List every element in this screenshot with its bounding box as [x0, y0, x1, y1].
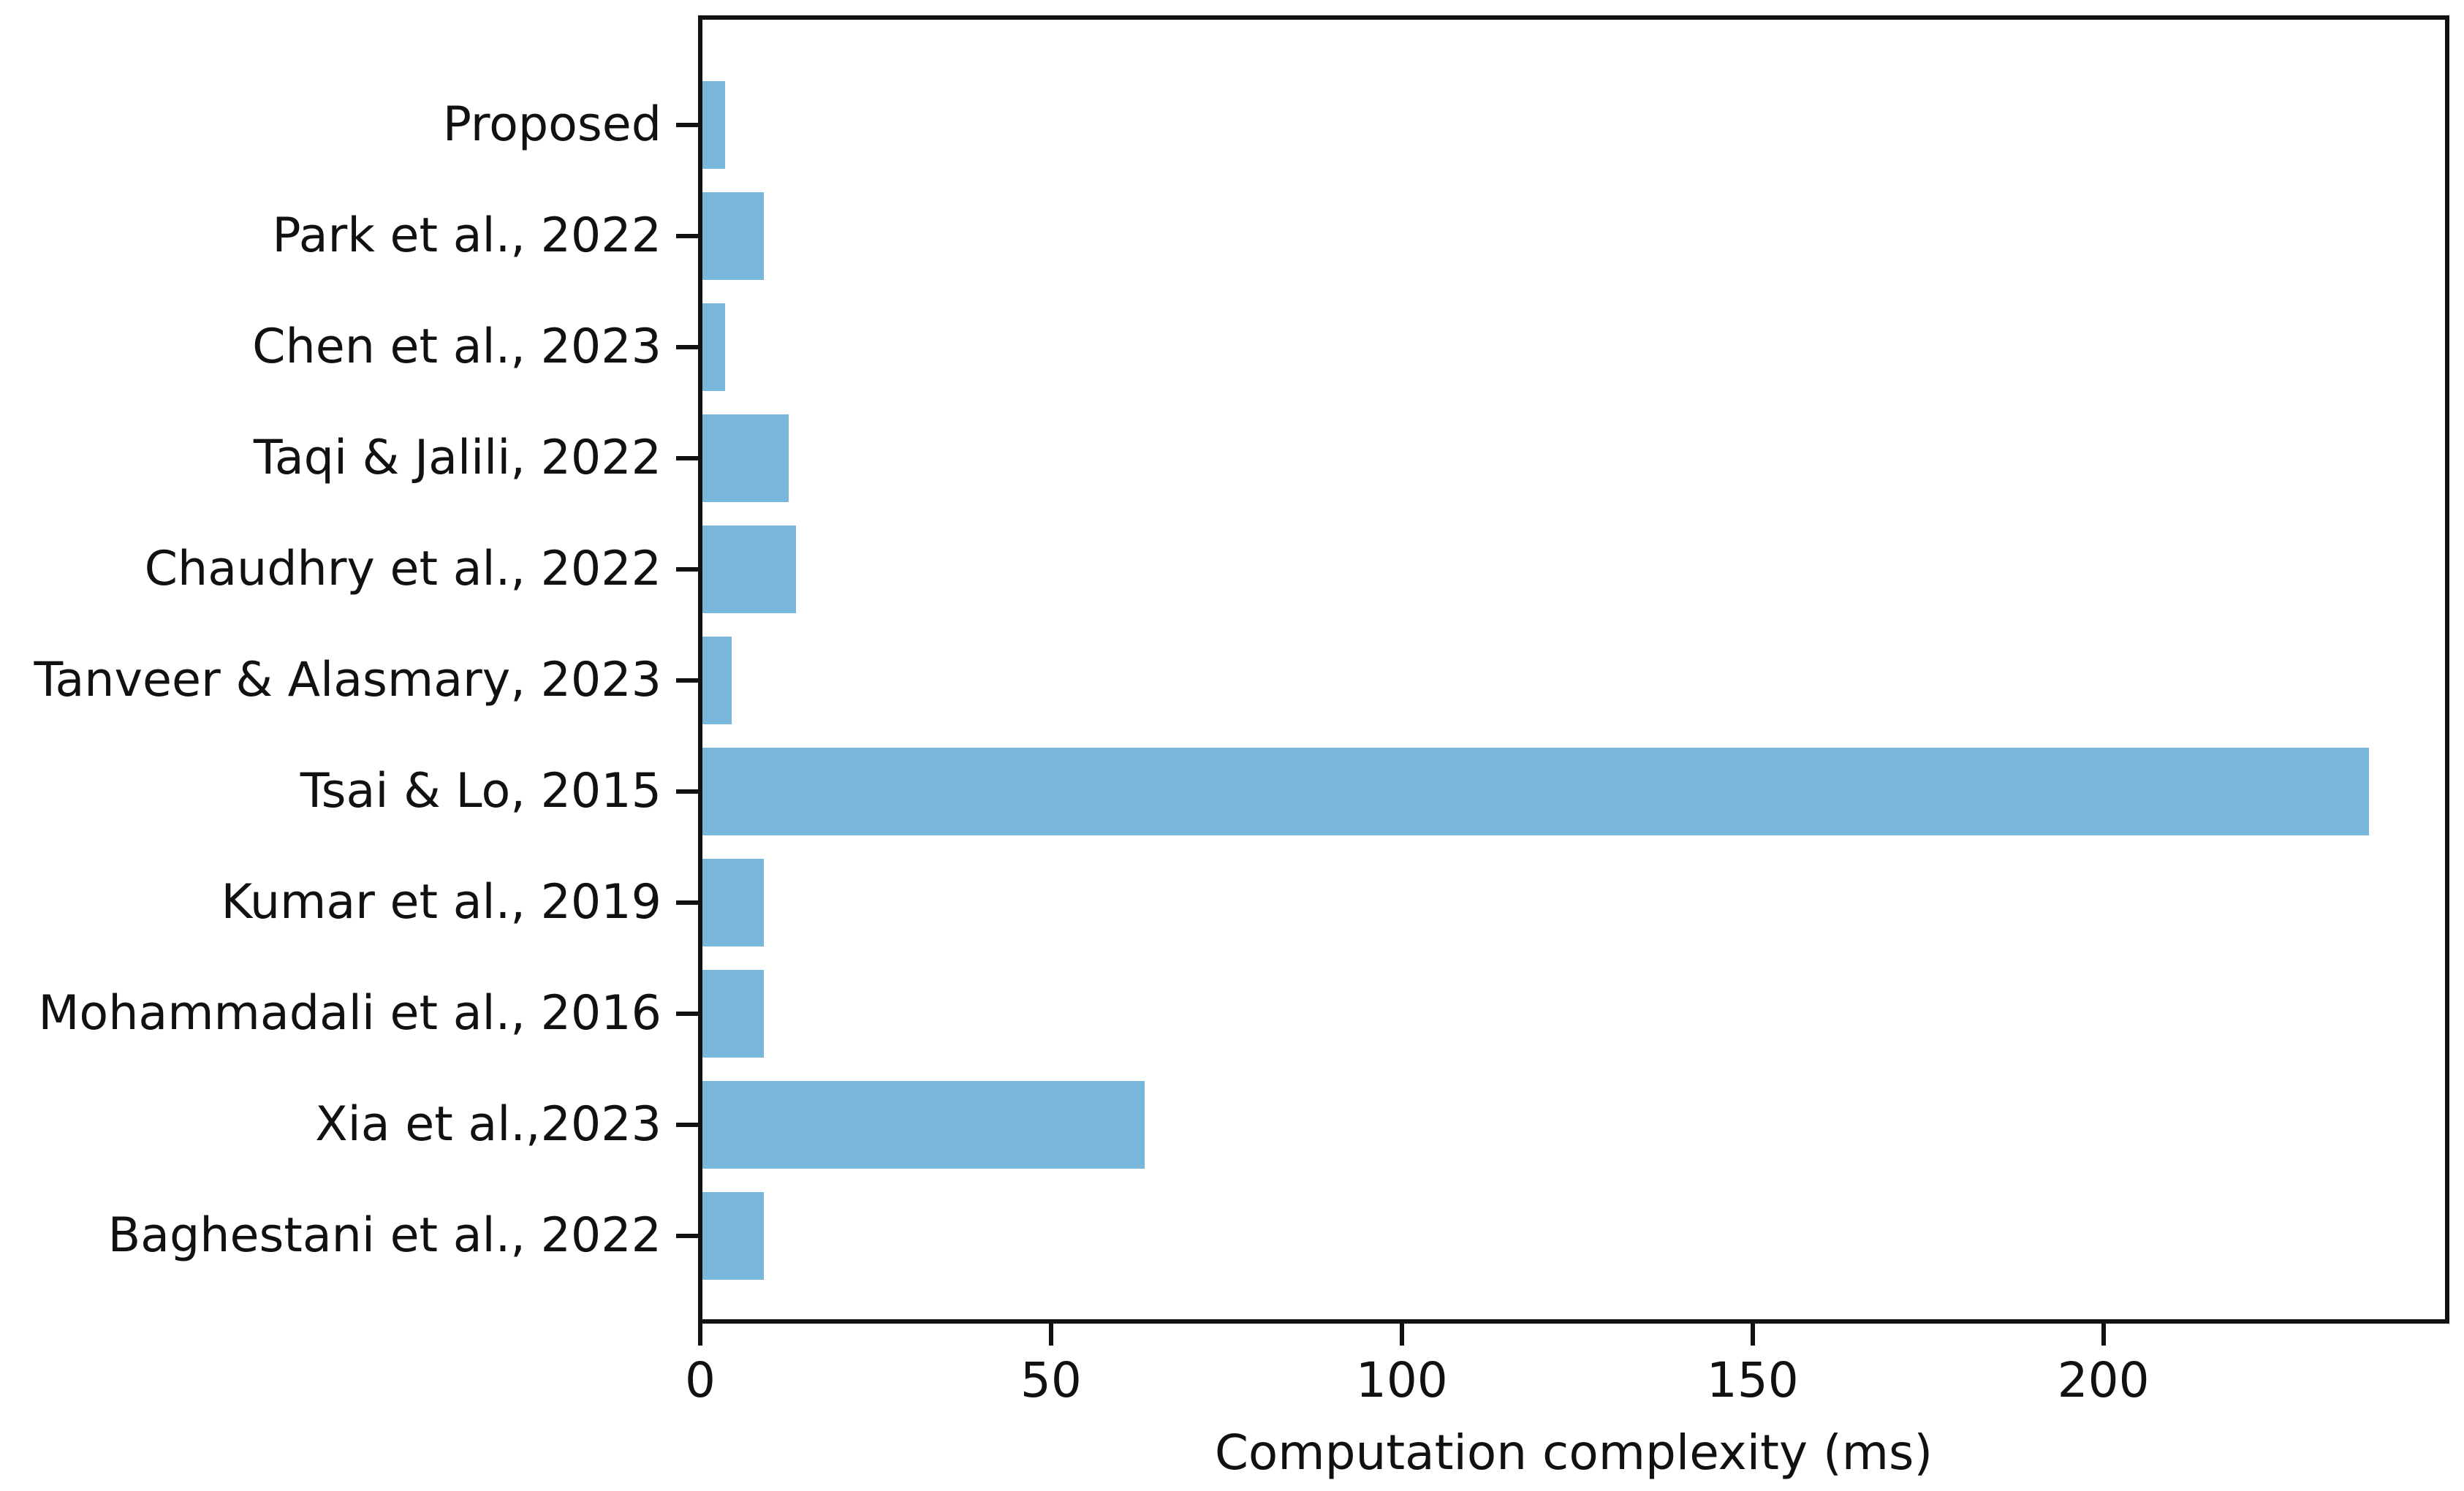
- bar: [702, 81, 725, 169]
- y-tick-mark: [676, 900, 698, 905]
- x-tick-label: 0: [685, 1352, 716, 1408]
- y-tick-label: Chaudhry et al., 2022: [144, 542, 662, 596]
- y-tick-label: Chen et al., 2023: [252, 319, 662, 374]
- y-tick-mark: [676, 345, 698, 349]
- y-tick-mark: [676, 1123, 698, 1127]
- x-tick-mark: [1048, 1324, 1053, 1346]
- bar: [702, 414, 789, 502]
- y-tick-label: Kumar et al., 2019: [221, 875, 662, 930]
- x-tick-mark: [2101, 1324, 2106, 1346]
- bar: [702, 303, 725, 391]
- y-tick-label: Park et al., 2022: [272, 208, 662, 263]
- y-tick-mark: [676, 678, 698, 683]
- x-tick-mark: [1399, 1324, 1404, 1346]
- bar: [702, 748, 2369, 835]
- y-tick-mark: [676, 123, 698, 127]
- bar: [702, 1081, 1145, 1169]
- y-tick-mark: [676, 1012, 698, 1016]
- bar: [702, 192, 765, 280]
- bar: [702, 970, 765, 1058]
- y-tick-mark: [676, 789, 698, 794]
- y-tick-label: Taqi & Jalili, 2022: [253, 430, 662, 485]
- x-tick-label: 50: [1020, 1352, 1082, 1408]
- bar: [702, 637, 732, 724]
- y-tick-label: Tanveer & Alasmary, 2023: [34, 653, 662, 707]
- bar: [702, 859, 765, 946]
- x-tick-label: 100: [1355, 1352, 1448, 1408]
- y-tick-mark: [676, 456, 698, 460]
- x-tick-label: 200: [2057, 1352, 2150, 1408]
- x-tick-mark: [698, 1324, 702, 1346]
- x-tick-mark: [1750, 1324, 1755, 1346]
- y-tick-label: Mohammadali et al., 2016: [38, 986, 662, 1041]
- y-tick-label: Baghestani et al., 2022: [107, 1208, 662, 1263]
- y-tick-mark: [676, 234, 698, 238]
- y-tick-mark: [676, 567, 698, 572]
- x-tick-label: 150: [1706, 1352, 1799, 1408]
- y-tick-label: Tsai & Lo, 2015: [300, 764, 662, 819]
- y-tick-label: Xia et al.,2023: [315, 1097, 662, 1152]
- x-axis-title: Computation complexity (ms): [1214, 1424, 1933, 1481]
- y-tick-label: Proposed: [442, 97, 662, 152]
- bar: [702, 1192, 765, 1280]
- bar: [702, 526, 796, 613]
- y-tick-mark: [676, 1234, 698, 1238]
